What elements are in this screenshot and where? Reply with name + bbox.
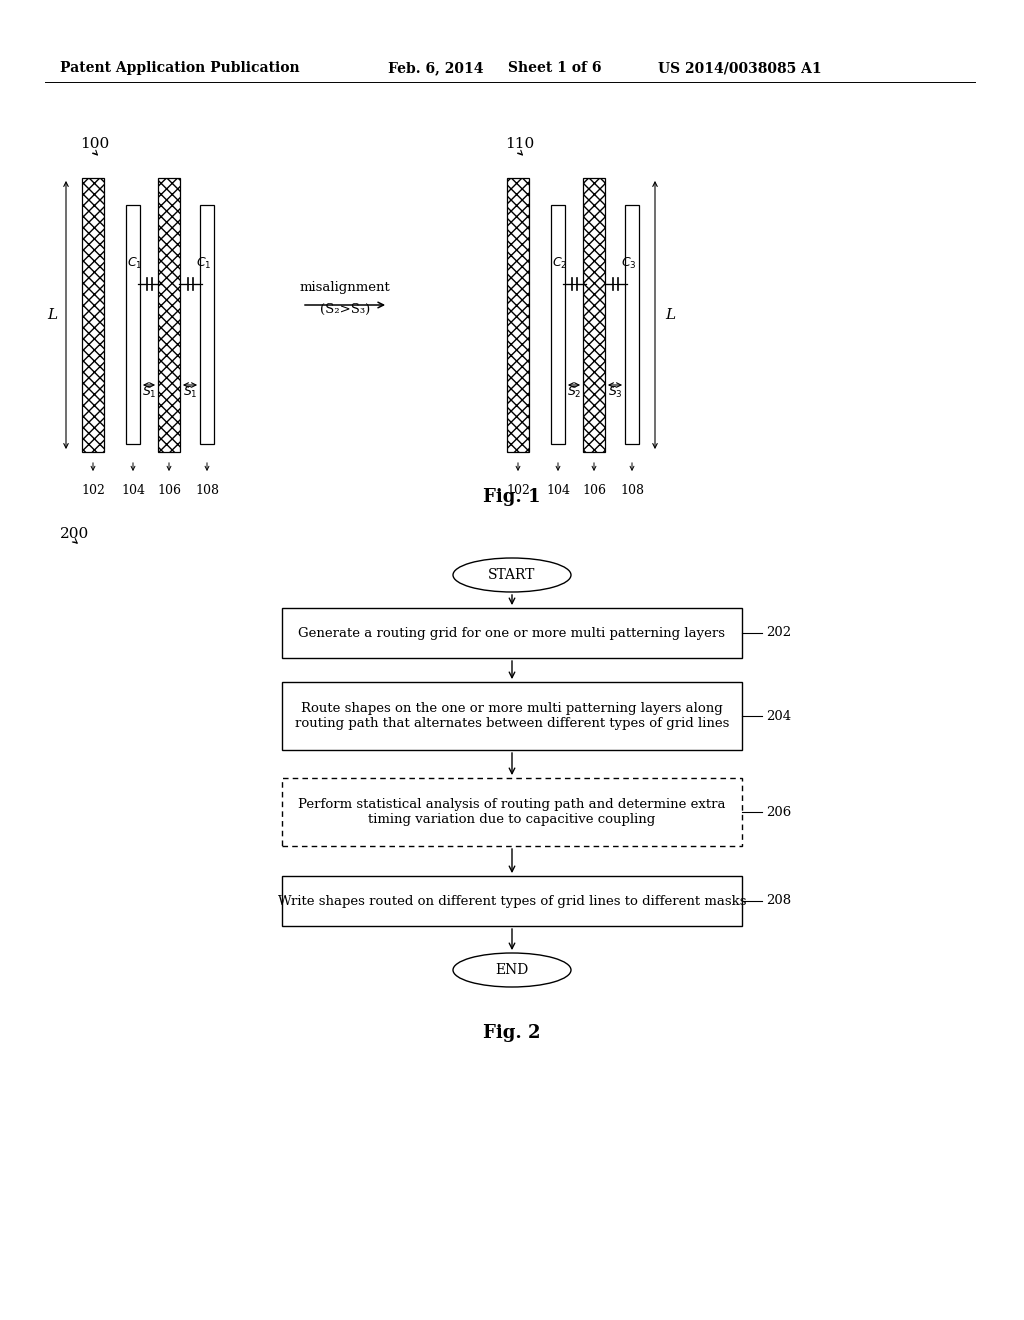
Text: $S_1$: $S_1$ xyxy=(141,385,157,400)
FancyBboxPatch shape xyxy=(282,609,742,657)
Text: Sheet 1 of 6: Sheet 1 of 6 xyxy=(508,61,601,75)
Text: 104: 104 xyxy=(121,484,145,498)
Text: 206: 206 xyxy=(766,805,792,818)
Text: $S_1$: $S_1$ xyxy=(182,385,198,400)
Text: Fig. 1: Fig. 1 xyxy=(483,488,541,506)
Text: $S_2$: $S_2$ xyxy=(566,385,582,400)
Ellipse shape xyxy=(453,558,571,591)
Text: 102: 102 xyxy=(81,484,104,498)
Bar xyxy=(82,178,104,451)
Text: misalignment: misalignment xyxy=(300,281,390,293)
Text: Feb. 6, 2014: Feb. 6, 2014 xyxy=(388,61,483,75)
Text: 106: 106 xyxy=(157,484,181,498)
Text: Patent Application Publication: Patent Application Publication xyxy=(60,61,300,75)
Text: 106: 106 xyxy=(582,484,606,498)
Text: Write shapes routed on different types of grid lines to different masks: Write shapes routed on different types o… xyxy=(278,895,746,908)
Text: (S₂>S₃): (S₂>S₃) xyxy=(319,302,370,315)
Text: 208: 208 xyxy=(766,895,792,908)
Bar xyxy=(507,178,529,451)
Ellipse shape xyxy=(453,953,571,987)
Bar xyxy=(551,205,565,444)
Text: L: L xyxy=(47,308,57,322)
Bar xyxy=(625,205,639,444)
Text: 110: 110 xyxy=(505,137,535,150)
Text: 204: 204 xyxy=(766,710,792,722)
Text: 100: 100 xyxy=(80,137,110,150)
Bar xyxy=(158,178,180,451)
Text: 104: 104 xyxy=(546,484,570,498)
Text: $C_1$: $C_1$ xyxy=(127,256,142,271)
Text: 108: 108 xyxy=(620,484,644,498)
Text: Perform statistical analysis of routing path and determine extra
timing variatio: Perform statistical analysis of routing … xyxy=(298,799,726,826)
Text: END: END xyxy=(496,964,528,977)
Text: 200: 200 xyxy=(60,527,89,541)
Text: US 2014/0038085 A1: US 2014/0038085 A1 xyxy=(658,61,821,75)
Text: 108: 108 xyxy=(195,484,219,498)
Text: Fig. 2: Fig. 2 xyxy=(483,1024,541,1041)
Text: 102: 102 xyxy=(506,484,530,498)
FancyBboxPatch shape xyxy=(282,682,742,750)
Text: L: L xyxy=(665,308,675,322)
Text: $S_3$: $S_3$ xyxy=(607,385,623,400)
Bar xyxy=(200,205,214,444)
FancyBboxPatch shape xyxy=(282,777,742,846)
Text: Route shapes on the one or more multi patterning layers along
routing path that : Route shapes on the one or more multi pa… xyxy=(295,702,729,730)
Text: 202: 202 xyxy=(766,627,792,639)
Text: START: START xyxy=(488,568,536,582)
Bar xyxy=(583,178,605,451)
Text: Generate a routing grid for one or more multi patterning layers: Generate a routing grid for one or more … xyxy=(299,627,725,639)
Text: $C_1$: $C_1$ xyxy=(197,256,212,271)
FancyBboxPatch shape xyxy=(282,876,742,927)
Bar xyxy=(126,205,140,444)
Text: $C_3$: $C_3$ xyxy=(622,256,637,271)
Text: $C_2$: $C_2$ xyxy=(552,256,567,271)
